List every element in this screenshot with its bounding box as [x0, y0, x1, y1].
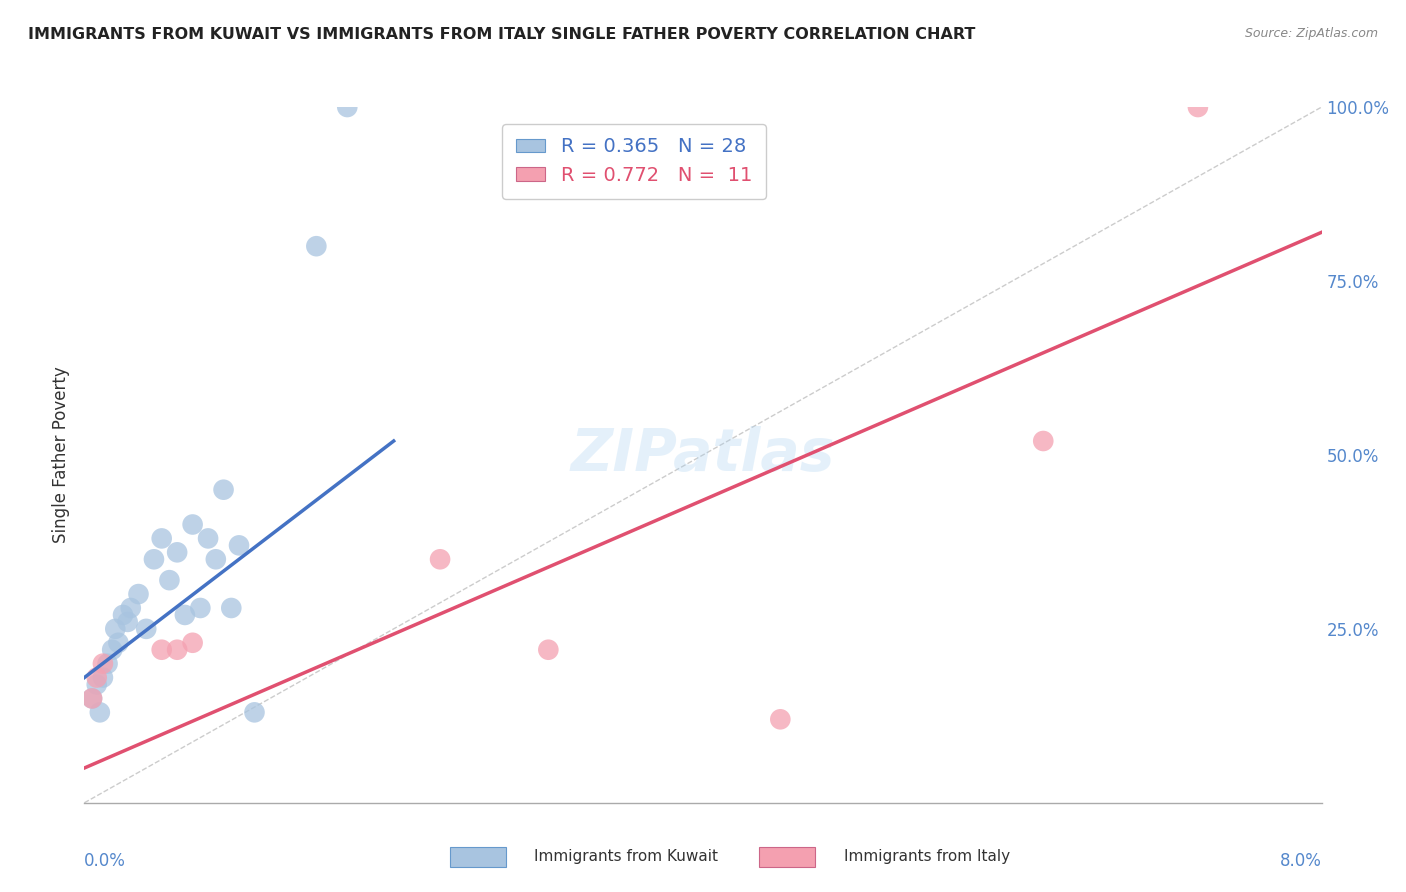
Point [120, 601, 142, 615]
Point [101, 642, 124, 657]
Point [166, 642, 188, 657]
Point [112, 607, 135, 622]
Text: 8.0%: 8.0% [1279, 852, 1322, 870]
Point [91, 671, 114, 685]
Point [181, 517, 204, 532]
Legend: R = 0.365   N = 28, R = 0.772   N =  11: R = 0.365 N = 28, R = 0.772 N = 11 [502, 124, 766, 199]
Point [135, 622, 157, 636]
Text: 0.0%: 0.0% [84, 852, 127, 870]
Point [128, 587, 150, 601]
Text: Source: ZipAtlas.com: Source: ZipAtlas.com [1244, 27, 1378, 40]
Y-axis label: Single Father Poverty: Single Father Poverty [52, 367, 70, 543]
Point [91, 657, 114, 671]
Point [188, 601, 212, 615]
Point [174, 607, 197, 622]
Point [221, 601, 243, 615]
Text: Immigrants from Kuwait: Immigrants from Kuwait [534, 849, 718, 863]
Point [1032, 434, 1054, 448]
Point [166, 545, 188, 559]
Text: IMMIGRANTS FROM KUWAIT VS IMMIGRANTS FROM ITALY SINGLE FATHER POVERTY CORRELATIO: IMMIGRANTS FROM KUWAIT VS IMMIGRANTS FRO… [28, 27, 976, 42]
Text: Immigrants from Italy: Immigrants from Italy [844, 849, 1010, 863]
Point [305, 239, 328, 253]
Point [769, 712, 792, 726]
Point [104, 622, 127, 636]
Point [150, 532, 173, 546]
Point [86, 677, 108, 691]
Point [537, 642, 560, 657]
Point [228, 538, 250, 552]
Point [96, 657, 120, 671]
Point [82, 691, 104, 706]
Point [107, 636, 129, 650]
Point [212, 483, 235, 497]
Point [86, 671, 108, 685]
Text: ZIPatlas: ZIPatlas [571, 426, 835, 483]
Point [143, 552, 166, 566]
Point [197, 532, 219, 546]
Point [205, 552, 228, 566]
Point [150, 642, 173, 657]
Point [159, 573, 181, 587]
Point [117, 615, 139, 629]
Point [1187, 100, 1209, 114]
Point [181, 636, 204, 650]
Point [336, 100, 359, 114]
Point [89, 706, 111, 720]
Point [82, 691, 104, 706]
Point [243, 706, 266, 720]
Point [429, 552, 451, 566]
